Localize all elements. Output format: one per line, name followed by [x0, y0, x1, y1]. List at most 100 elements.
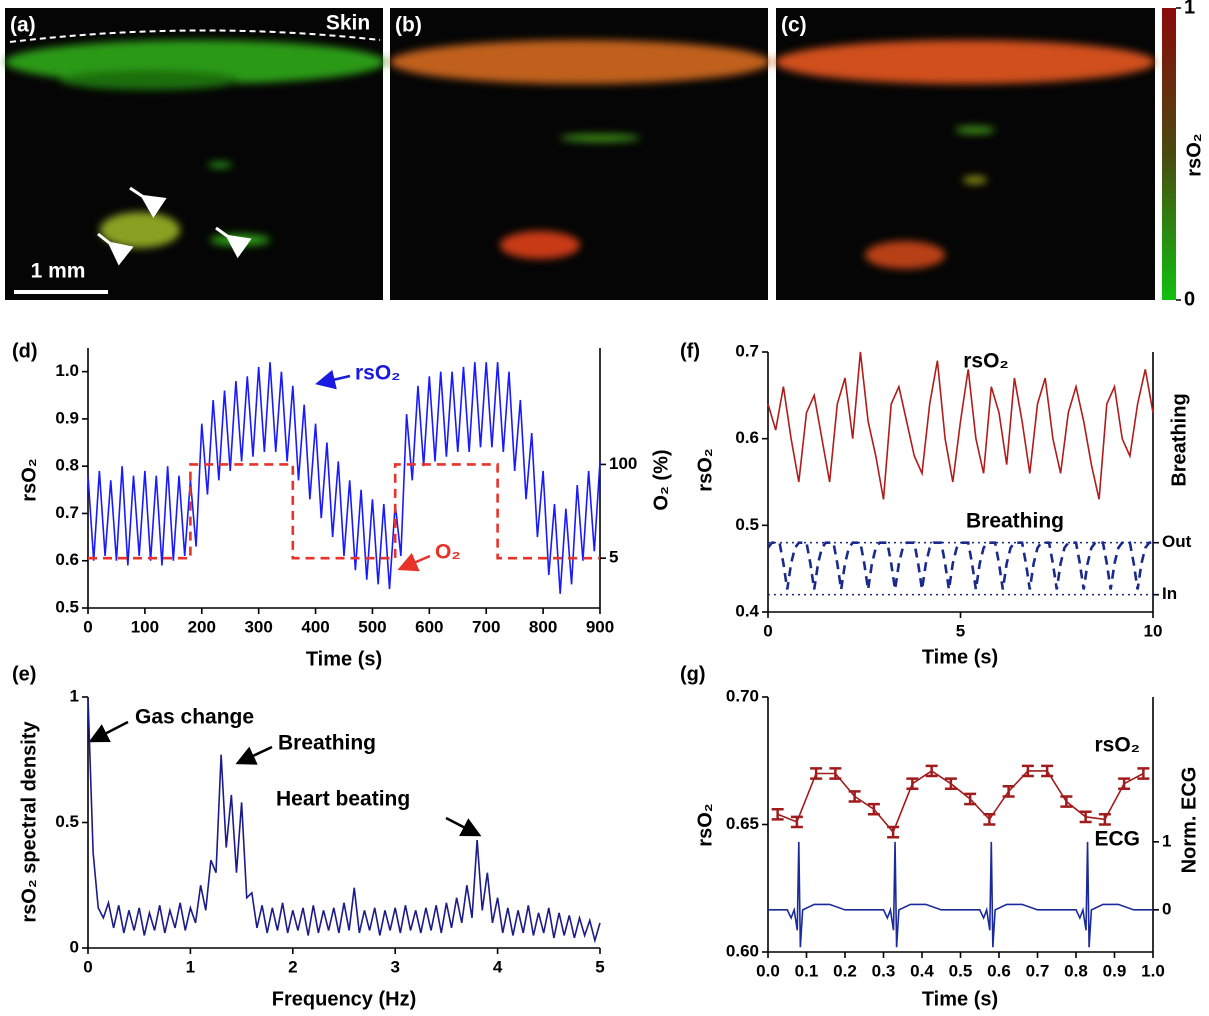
y-tick-label: 0.6 [55, 550, 79, 569]
x-tick-label: 0.0 [756, 961, 780, 980]
error-bar [1137, 767, 1150, 780]
x-tick-label: 0.4 [910, 961, 934, 980]
annotation: Gas change [135, 706, 254, 729]
x-tick-label: 0 [83, 957, 92, 976]
panel-label: (e) [12, 663, 36, 685]
panel-label: (g) [680, 663, 706, 685]
x-tick-label: 10 [1144, 621, 1163, 640]
scale-bar-label: 1 mm [31, 260, 86, 283]
arrow [445, 816, 482, 837]
error-bar [887, 825, 900, 839]
error-bar [790, 815, 803, 829]
error-bar [1118, 777, 1131, 791]
x-axis-label: Frequency (Hz) [272, 988, 416, 1010]
panel-label: (c) [781, 14, 807, 37]
x-tick-label: 400 [301, 617, 329, 636]
series-line [768, 841, 1153, 948]
x-tick-label: 5 [956, 621, 965, 640]
y-tick-label: 0 [70, 937, 79, 956]
error-bar [771, 807, 784, 821]
error-bar [983, 813, 996, 826]
x-tick-label: 0 [83, 617, 92, 636]
panel-label: (d) [12, 340, 38, 362]
image-b: (b) [390, 8, 770, 300]
x-tick-label: 0.9 [1103, 961, 1127, 980]
colorbar-tick-label: 1 [1184, 0, 1195, 18]
x-tick-label: 300 [244, 617, 272, 636]
y-tick-label: 0.70 [726, 686, 759, 705]
arrow [88, 720, 129, 743]
error-bar [1002, 785, 1015, 798]
y2-tick-label: In [1162, 584, 1177, 603]
y-tick-label: 0.7 [55, 503, 79, 522]
y-tick-label: 0.60 [726, 941, 759, 960]
y-axis-label: rsO₂ spectral density [18, 721, 40, 923]
annotation: Breathing [278, 732, 376, 755]
annotation: Breathing [966, 510, 1064, 533]
x-tick-label: 900 [586, 617, 614, 636]
y2-tick-label: 5 [609, 548, 618, 567]
x-tick-label: 100 [131, 617, 159, 636]
y2-tick-label: Out [1162, 532, 1192, 551]
error-bar [944, 777, 957, 791]
colorbar-tick-label: 0 [1184, 288, 1195, 310]
y2-tick-label: 0 [1162, 899, 1171, 918]
annotation: rsO₂ [355, 362, 401, 385]
panel-label: (a) [10, 14, 36, 37]
colorbar-label: rsO₂ [1183, 133, 1205, 176]
y-axis-label: rsO₂ [694, 803, 716, 846]
series-line [766, 541, 1153, 590]
series-line [87, 362, 601, 594]
y-tick-label: 0.8 [55, 456, 79, 475]
y-tick-label: 0.9 [55, 408, 79, 427]
x-tick-label: 0.1 [795, 961, 819, 980]
error-bar [964, 792, 977, 806]
image-a: (a) Skin 1 mm [5, 8, 385, 300]
annotation: rsO₂ [963, 350, 1009, 373]
image-c: (c) [775, 8, 1155, 300]
x-tick-label: 0.8 [1064, 961, 1088, 980]
skin-label: Skin [326, 12, 370, 35]
x-tick-label: 800 [529, 617, 557, 636]
colorbar [1162, 8, 1176, 300]
annotation: rsO₂ [1094, 734, 1140, 757]
series-line [88, 463, 600, 560]
y-tick-label: 1 [70, 686, 79, 705]
y2-axis-label: Breathing [1168, 393, 1190, 486]
x-tick-label: 0.3 [872, 961, 896, 980]
error-bar [1021, 764, 1034, 778]
annotation: ECG [1094, 828, 1140, 851]
x-tick-label: 3 [390, 957, 399, 976]
y-tick-label: 0.5 [55, 812, 79, 831]
y-tick-label: 0.5 [55, 597, 79, 616]
error-bar [867, 802, 880, 816]
x-tick-label: 4 [493, 957, 503, 976]
error-bar [925, 764, 938, 778]
error-bar [906, 777, 919, 791]
x-tick-label: 0 [763, 621, 772, 640]
error-bar [1060, 795, 1073, 808]
y-tick-label: 0.4 [735, 601, 759, 620]
series-line [767, 351, 1154, 500]
x-tick-label: 200 [188, 617, 216, 636]
y-tick-label: 0.5 [735, 515, 759, 534]
x-tick-label: 700 [472, 617, 500, 636]
x-tick-label: 0.7 [1026, 961, 1050, 980]
y-axis-label: rsO₂ [18, 458, 40, 501]
y2-tick-label: 1 [1162, 831, 1171, 850]
panel-label: (f) [680, 340, 700, 362]
error-bar [1079, 810, 1092, 824]
error-bar [848, 790, 861, 803]
x-tick-label: 600 [415, 617, 443, 636]
x-tick-label: 5 [595, 957, 604, 976]
series-line [777, 769, 1144, 834]
error-bar [829, 767, 842, 780]
y-axis-label: rsO₂ [694, 448, 716, 491]
series-line [87, 696, 601, 944]
arrow [397, 552, 431, 572]
annotation: O₂ [435, 541, 461, 564]
y2-tick-label: 100 [609, 454, 637, 473]
y-tick-label: 1.0 [55, 361, 79, 380]
